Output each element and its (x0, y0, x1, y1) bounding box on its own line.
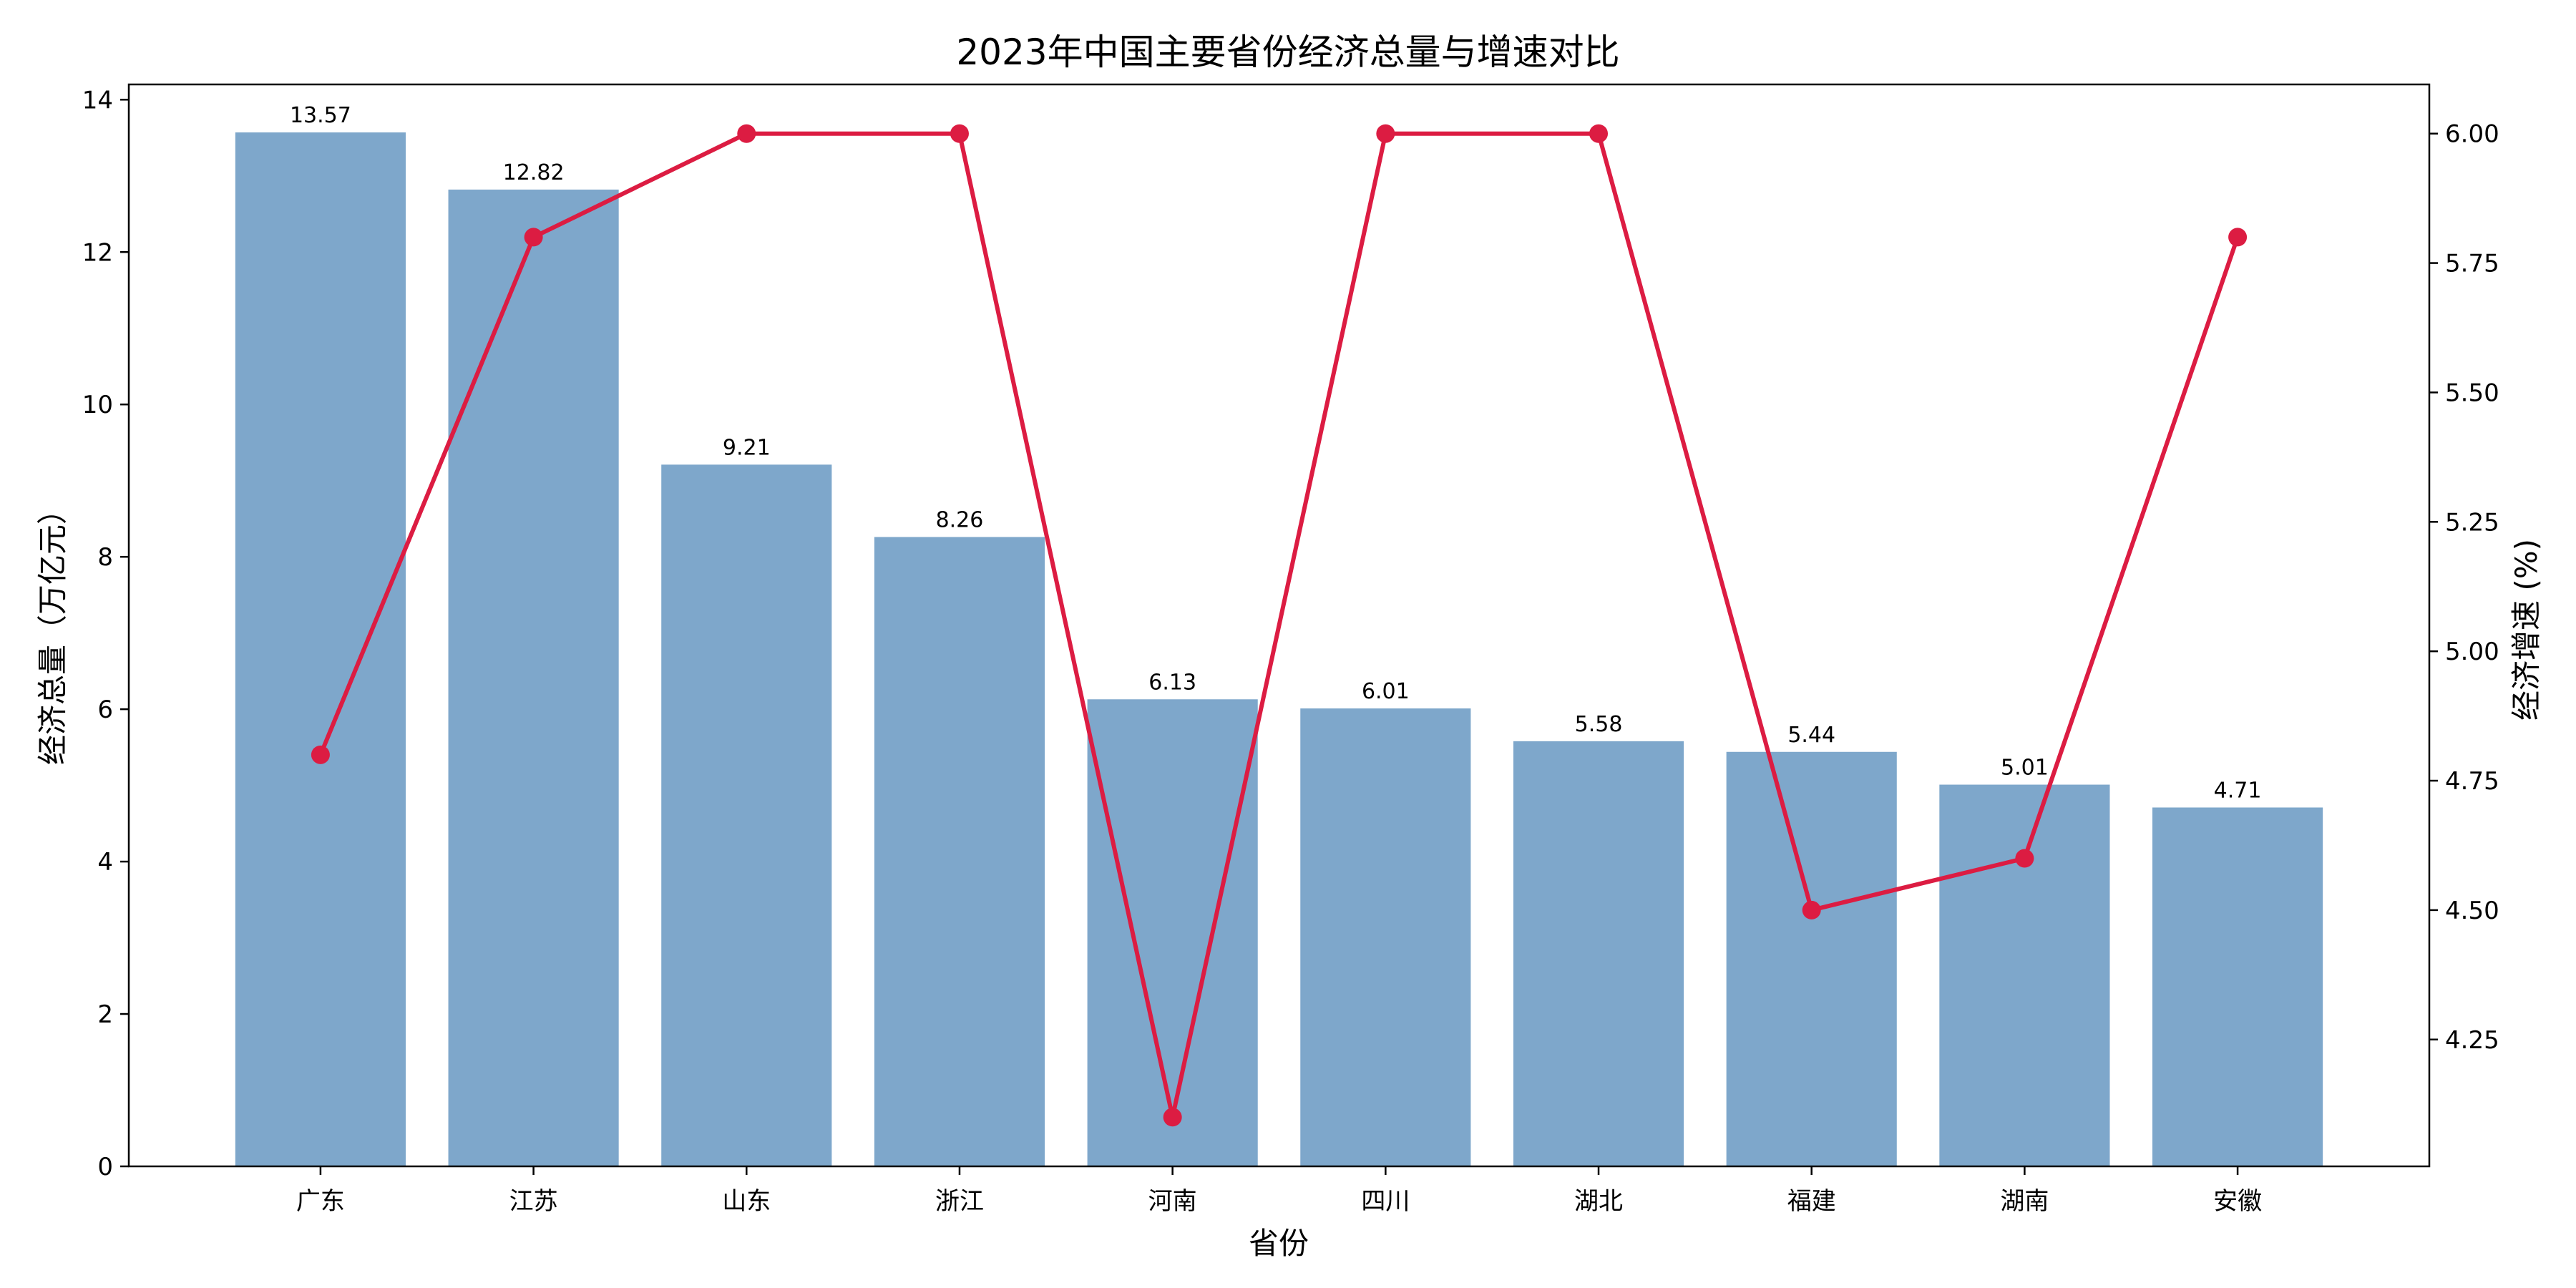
bar-9 (2152, 807, 2323, 1166)
x-tick-label: 山东 (722, 1187, 771, 1216)
left-y-tick-label: 12 (82, 238, 113, 267)
growth-point-8 (2015, 849, 2034, 868)
x-axis-title: 省份 (1249, 1226, 1309, 1261)
x-tick-label: 广东 (296, 1187, 345, 1216)
x-tick-label: 湖南 (2000, 1187, 2049, 1216)
bar-value-label-4: 6.13 (1148, 670, 1196, 695)
bar-value-label-5: 6.01 (1362, 679, 1410, 704)
right-y-tick-label: 5.25 (2445, 508, 2499, 537)
growth-point-7 (1802, 900, 1821, 919)
growth-point-2 (737, 124, 756, 143)
bar-6 (1513, 741, 1684, 1166)
left-y-tick-label: 4 (97, 848, 113, 877)
left-y-tick-label: 14 (82, 86, 113, 114)
x-tick-label: 浙江 (935, 1187, 984, 1216)
right-y-axis-title: 经济增速 (%) (2509, 539, 2544, 721)
x-tick-label: 安徽 (2213, 1187, 2262, 1216)
axes (127, 83, 2431, 1168)
plot-frame (127, 83, 2431, 1168)
bar-3 (874, 537, 1045, 1166)
growth-point-5 (1376, 124, 1395, 143)
x-tick-label: 江苏 (509, 1187, 558, 1216)
bar-value-label-1: 12.82 (503, 160, 565, 185)
bar-value-label-0: 13.57 (290, 103, 351, 128)
bar-value-label-3: 8.26 (936, 507, 984, 532)
bar-value-label-2: 9.21 (723, 435, 771, 460)
left-y-ticks: 0 2 4 6 8 10 12 14 (82, 86, 129, 1181)
growth-point-6 (1589, 124, 1609, 143)
growth-point-3 (950, 124, 969, 143)
right-y-ticks: 4.25 4.50 4.75 5.00 5.25 5.50 5.75 6.00 (2429, 120, 2499, 1055)
left-y-tick-label: 10 (82, 391, 113, 419)
right-y-tick-label: 6.00 (2445, 120, 2499, 149)
bar-value-labels: 13.57 12.82 9.21 8.26 6.13 6.01 5.58 5.44 5.01 4.… (290, 103, 2262, 803)
bar-8 (1939, 784, 2110, 1166)
growth-point-9 (2228, 228, 2248, 247)
bar-1 (448, 189, 619, 1166)
growth-line-series (311, 124, 2248, 1127)
bar-value-label-8: 5.01 (2001, 756, 2049, 781)
right-y-tick-label: 4.75 (2445, 767, 2499, 796)
x-ticks: 广东 江苏 山东 浙江 河南 四川 湖北 福建 湖南 安徽 (296, 1166, 2262, 1216)
left-y-tick-label: 0 (97, 1153, 113, 1181)
left-y-tick-label: 2 (97, 1000, 113, 1029)
x-tick-label: 河南 (1148, 1187, 1197, 1216)
bar-value-label-7: 5.44 (1787, 723, 1835, 748)
bar-series (235, 132, 2323, 1167)
x-tick-label: 湖北 (1574, 1187, 1623, 1216)
right-y-tick-label: 5.75 (2445, 250, 2499, 278)
left-y-tick-label: 8 (97, 543, 113, 572)
left-y-tick-label: 6 (97, 696, 113, 724)
growth-point-1 (524, 228, 543, 247)
right-y-tick-label: 4.25 (2445, 1026, 2499, 1055)
x-tick-label: 四川 (1361, 1187, 1410, 1216)
x-tick-label: 福建 (1787, 1187, 1836, 1216)
right-y-tick-label: 5.50 (2445, 379, 2499, 407)
bar-4 (1087, 699, 1258, 1166)
right-y-tick-label: 4.50 (2445, 897, 2499, 925)
bar-value-label-6: 5.58 (1575, 712, 1623, 737)
bar-5 (1300, 708, 1471, 1166)
left-y-axis-title: 经济总量（万亿元） (35, 494, 70, 765)
right-y-tick-label: 5.00 (2445, 638, 2499, 666)
bar-0 (235, 132, 406, 1167)
bar-value-label-9: 4.71 (2214, 778, 2262, 803)
bar-2 (661, 464, 832, 1166)
chart-title: 2023年中国主要省份经济总量与增速对比 (956, 31, 1619, 73)
bar-7 (1726, 751, 1897, 1166)
growth-point-4 (1163, 1108, 1182, 1127)
growth-line (318, 131, 2240, 1120)
growth-point-0 (311, 745, 330, 764)
